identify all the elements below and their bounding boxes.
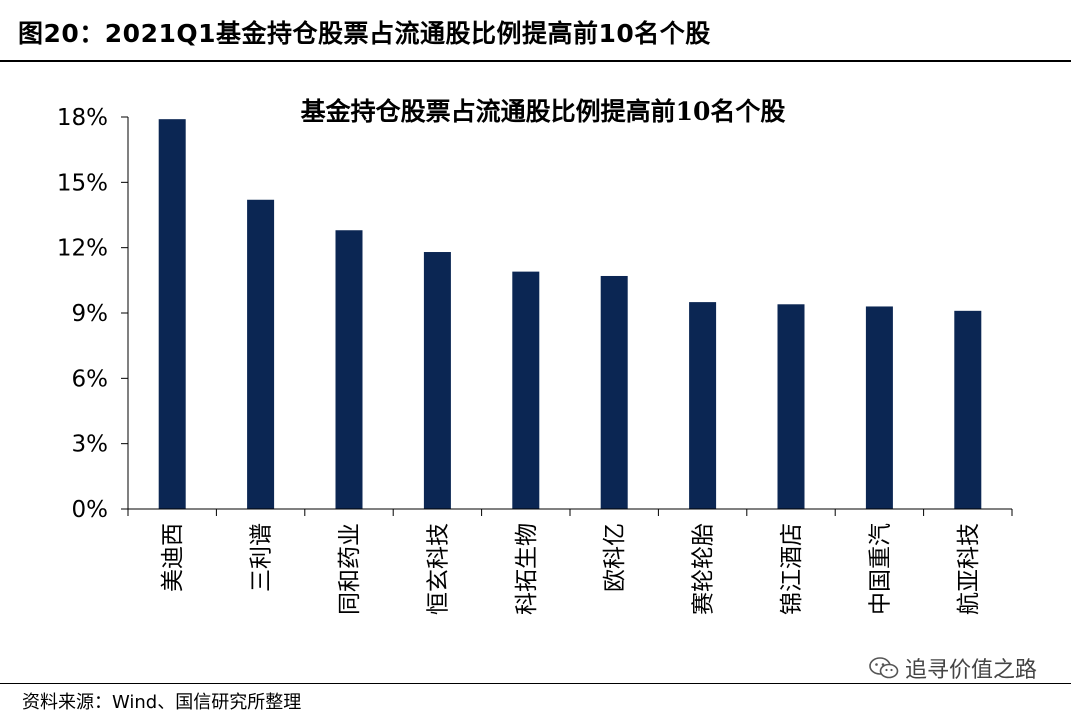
bar [600,275,628,509]
figure-title: 图20：2021Q1基金持仓股票占流通股比例提高前10名个股 [18,19,711,48]
y-tick-label: 6% [72,366,109,392]
x-tick-label: 科拓生物 [514,523,540,615]
bar [247,199,275,509]
source-note: 资料来源：Wind、国信研究所整理 [22,692,302,713]
bar-chart: 基金持仓股票占流通股比例提高前10名个股 0% 3% 6% 9% 12% 15% 18% 美… [57,97,1013,615]
chart-title: 基金持仓股票占流通股比例提高前10名个股 [301,97,786,126]
y-tick-label: 12% [57,236,108,262]
bar [158,119,186,509]
x-tick-label: 恒玄科技 [425,523,451,615]
bar [777,304,805,509]
bar [954,310,982,509]
bars [158,119,982,509]
bar [335,230,363,509]
x-tick-label: 锦江酒店 [779,523,805,615]
watermark: 追寻价值之路 [869,652,1037,684]
bar [689,302,717,509]
bar [865,306,893,509]
x-tick-label: 航亚科技 [956,523,982,615]
y-tick-label: 3% [72,432,109,458]
x-tick-label: 美迪西 [160,523,186,592]
bar [512,271,540,509]
y-tick-label: 9% [72,301,109,327]
x-tick-label: 同和药业 [337,523,363,615]
y-axis: 0% 3% 6% 9% 12% 15% 18% [57,105,129,523]
x-tick-label: 赛轮轮胎 [691,523,717,615]
x-axis: 美迪西 三利谱 同和药业 恒玄科技 科拓生物 欧科亿 赛轮轮胎 锦江酒店 中国重汽 航亚科技 [127,508,1013,615]
y-tick-label: 0% [72,497,109,523]
wechat-icon [869,657,899,679]
footer-divider [0,683,1071,684]
x-tick-label: 三利谱 [249,523,275,592]
watermark-text: 追寻价值之路 [904,658,1037,683]
bar [423,252,451,509]
title-divider [0,60,1071,62]
y-tick-label: 15% [57,170,108,196]
x-tick-label: 中国重汽 [867,523,893,615]
x-tick-label: 欧科亿 [602,523,628,592]
y-tick-label: 18% [57,105,108,131]
